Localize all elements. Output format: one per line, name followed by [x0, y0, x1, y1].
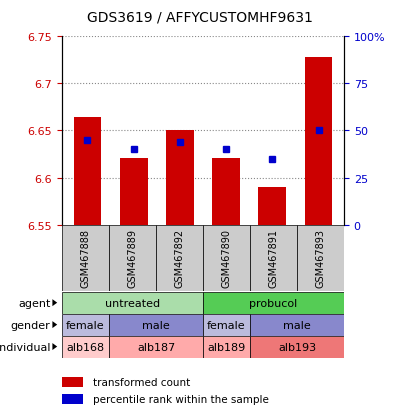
Bar [62, 225, 109, 291]
Bar [120, 158, 148, 225]
Bar [74, 118, 101, 225]
Text: female: female [66, 320, 105, 330]
Bar [203, 225, 250, 291]
Bar [305, 58, 332, 225]
Bar [203, 292, 344, 314]
Text: alb193: alb193 [278, 342, 316, 352]
Polygon shape [52, 343, 57, 350]
Bar [62, 314, 109, 336]
Text: GSM467891: GSM467891 [268, 229, 278, 287]
Text: transformed count: transformed count [93, 377, 190, 387]
Text: GSM467893: GSM467893 [316, 229, 326, 287]
Bar [212, 158, 240, 225]
Bar [297, 225, 344, 291]
Bar [250, 225, 297, 291]
Text: alb189: alb189 [207, 342, 246, 352]
Text: GSM467889: GSM467889 [128, 229, 138, 287]
Text: alb187: alb187 [137, 342, 175, 352]
Bar [62, 292, 203, 314]
Text: female: female [207, 320, 246, 330]
Text: alb168: alb168 [66, 342, 104, 352]
Polygon shape [52, 299, 57, 306]
Text: probucol: probucol [249, 298, 298, 308]
Bar [203, 314, 250, 336]
Bar [109, 336, 203, 358]
Text: percentile rank within the sample: percentile rank within the sample [93, 394, 269, 404]
Bar [62, 336, 109, 358]
Text: untreated: untreated [105, 298, 160, 308]
Text: gender: gender [11, 320, 50, 330]
Bar [250, 314, 344, 336]
Bar [62, 394, 82, 404]
Bar [156, 225, 203, 291]
Bar [203, 336, 250, 358]
Text: GSM467890: GSM467890 [222, 229, 232, 287]
Bar [62, 377, 82, 387]
Bar [258, 188, 286, 225]
Text: male: male [283, 320, 311, 330]
Text: GSM467892: GSM467892 [174, 229, 184, 287]
Bar [109, 225, 156, 291]
Bar [250, 336, 344, 358]
Polygon shape [52, 321, 57, 328]
Text: agent: agent [18, 298, 50, 308]
Bar [166, 130, 194, 225]
Text: individual: individual [0, 342, 50, 352]
Bar [109, 314, 203, 336]
Text: GDS3619 / AFFYCUSTOMHF9631: GDS3619 / AFFYCUSTOMHF9631 [87, 10, 313, 24]
Text: male: male [142, 320, 170, 330]
Text: GSM467888: GSM467888 [80, 229, 90, 287]
